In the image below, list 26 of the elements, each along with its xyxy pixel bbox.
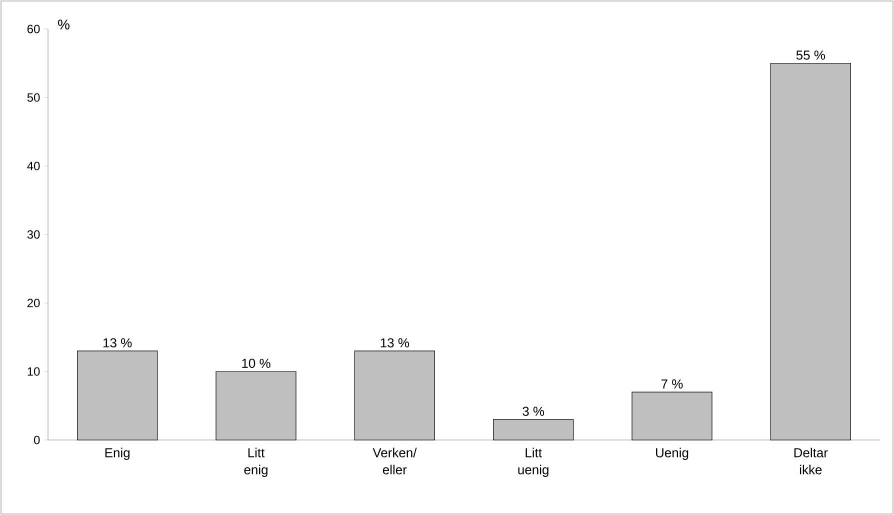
bar — [770, 62, 851, 440]
bar — [354, 350, 435, 440]
x-tick-label: Verken/ eller — [372, 448, 417, 474]
y-tick-label: 60 — [27, 24, 40, 34]
x-tick-label: Uenig — [656, 448, 688, 460]
bar — [77, 350, 158, 440]
x-tick-label: Litt enig — [244, 448, 268, 477]
data-label: 3 % — [522, 406, 544, 416]
x-tick-label: Deltar ikke — [794, 448, 828, 474]
bar — [216, 371, 296, 440]
y-tick-label: 20 — [27, 298, 40, 308]
data-label: 55 % — [796, 50, 826, 60]
x-tick-label: Enig — [105, 448, 130, 460]
data-label: 13 % — [380, 338, 410, 348]
y-tick-label: 0 — [34, 436, 40, 444]
y-tick-label: 40 — [27, 162, 40, 170]
data-label: 7 % — [661, 379, 683, 389]
bar — [632, 392, 712, 440]
y-tick-label: 30 — [27, 230, 40, 239]
y-axis-title: % — [58, 20, 70, 30]
x-tick-label: Litt uenig — [518, 448, 548, 477]
data-label: 10 % — [242, 358, 270, 368]
data-label: 13 % — [104, 338, 132, 348]
y-tick-label: 50 — [27, 93, 40, 102]
y-tick-label: 10 — [28, 367, 40, 376]
bar — [493, 419, 574, 440]
